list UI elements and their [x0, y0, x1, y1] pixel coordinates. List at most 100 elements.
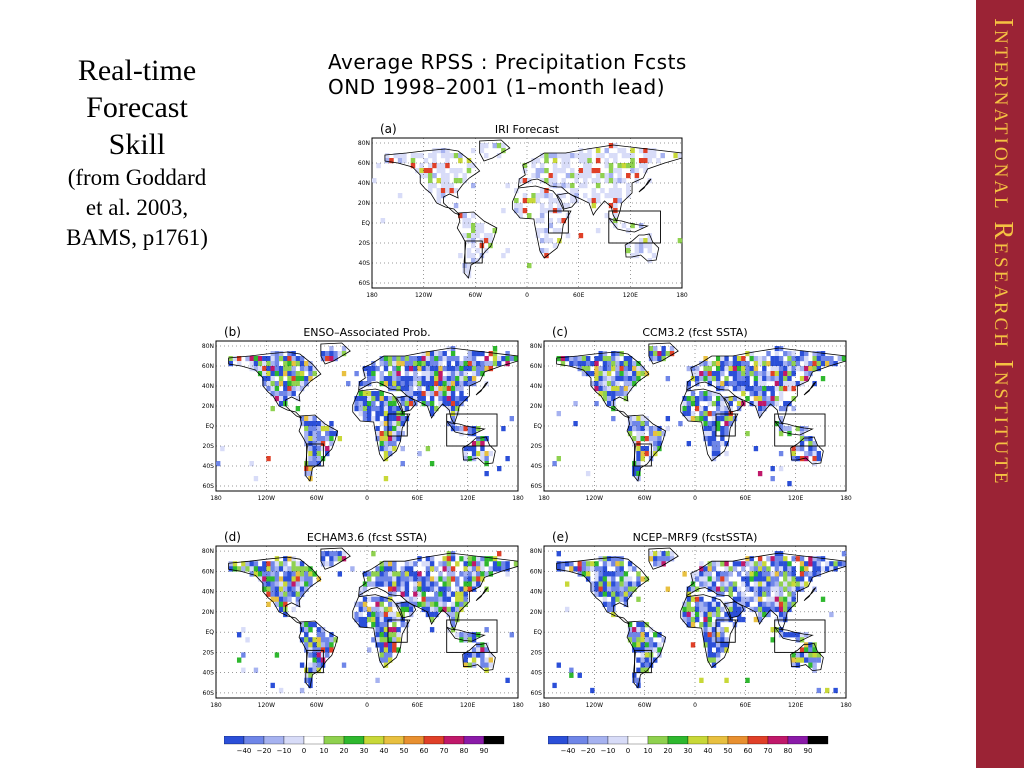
skill-cell	[556, 411, 561, 417]
skill-cell	[728, 381, 733, 387]
skill-cell	[445, 173, 450, 179]
skill-cell	[539, 213, 545, 219]
skill-cell	[392, 441, 397, 447]
skill-cell	[455, 586, 460, 592]
skill-cell	[703, 361, 708, 367]
colorbar-label: 70	[764, 747, 773, 755]
skill-cell	[799, 351, 805, 357]
skill-cell	[337, 551, 343, 557]
skill-cell	[539, 208, 545, 214]
skill-cell	[783, 401, 788, 407]
skill-cell	[544, 178, 549, 184]
skill-cell	[766, 576, 771, 582]
colorbar-label: 50	[400, 747, 409, 755]
skill-cell	[455, 386, 460, 392]
skill-cell	[262, 366, 267, 372]
skill-cell	[253, 561, 259, 567]
skill-cells	[216, 346, 519, 482]
skill-cell	[455, 591, 460, 597]
skill-cell	[299, 376, 305, 382]
skill-cell	[711, 611, 717, 618]
skill-cell	[581, 361, 587, 367]
skill-cell	[383, 622, 389, 628]
skill-cell	[379, 566, 384, 572]
skill-cell	[266, 386, 271, 392]
skill-cell	[619, 371, 624, 377]
skill-cell	[387, 657, 393, 663]
skill-cell	[429, 396, 435, 402]
skill-cell	[728, 401, 733, 407]
skill-cell	[686, 616, 692, 623]
skill-cell	[611, 376, 616, 382]
skill-cell	[783, 571, 788, 577]
skill-cell	[425, 356, 431, 362]
skill-cell	[762, 611, 767, 618]
skill-cell	[320, 632, 326, 638]
skill-cell	[783, 611, 788, 618]
skill-cell	[471, 213, 476, 219]
skill-cell	[383, 446, 389, 452]
skill-cell	[295, 356, 301, 362]
skill-cell	[488, 233, 493, 239]
skill-cell	[632, 586, 637, 592]
skill-cell	[312, 667, 317, 673]
skill-cell	[535, 228, 541, 234]
skill-cell	[367, 576, 372, 582]
lat-tick-label: 20N	[202, 609, 214, 616]
skill-cell	[732, 396, 738, 402]
skill-cell	[720, 356, 725, 362]
skill-cell	[404, 606, 410, 613]
skill-cell	[466, 263, 472, 269]
skill-cell	[757, 411, 763, 417]
skill-cell	[425, 361, 431, 367]
skill-cell	[535, 168, 541, 174]
skill-cell	[429, 581, 435, 587]
skill-cell	[594, 361, 599, 367]
skill-cell	[476, 351, 481, 357]
skill-cell	[711, 376, 717, 382]
skill-cell	[812, 366, 817, 372]
skill-cell	[471, 426, 477, 432]
skill-cell	[367, 606, 372, 613]
skill-cell	[446, 356, 452, 362]
skill-cell	[429, 561, 435, 567]
skill-cell	[548, 223, 554, 229]
skill-cell	[329, 441, 334, 447]
skill-cell	[367, 411, 372, 417]
skill-cell	[606, 601, 612, 607]
skill-cell	[455, 632, 460, 638]
skill-cell	[379, 622, 384, 628]
skill-cell	[816, 571, 822, 577]
skill-cell	[362, 416, 368, 422]
skill-cell	[648, 556, 654, 562]
colorbar-swatch	[627, 735, 649, 745]
skill-cell	[278, 576, 284, 582]
skill-cell	[627, 381, 633, 387]
skill-cell	[766, 591, 771, 597]
skill-cell	[745, 431, 750, 437]
skill-cell	[291, 566, 296, 572]
skill-cell	[598, 356, 603, 362]
skill-cell	[611, 586, 616, 592]
skill-cell	[471, 258, 476, 264]
colorbar-label: 40	[704, 747, 713, 755]
skill-cell	[585, 366, 591, 372]
skill-cell	[337, 571, 343, 577]
colorbar-label: −20	[581, 747, 596, 755]
coastline	[475, 587, 489, 602]
skill-cell	[795, 632, 801, 638]
skill-cell	[753, 596, 759, 602]
skill-cell	[396, 356, 401, 362]
skill-cell	[455, 396, 460, 402]
map-svg: (a) IRI Forecast80N60N40N20NEQ20S40S60S18…	[358, 122, 688, 299]
skill-cell	[699, 601, 704, 607]
skill-cell	[434, 386, 439, 392]
skill-cell	[653, 551, 658, 557]
skill-cell	[308, 581, 313, 587]
skill-cell	[417, 586, 422, 592]
skill-cell	[274, 566, 280, 572]
skill-cell	[253, 571, 259, 577]
skill-cell	[392, 576, 397, 582]
skill-cell	[799, 632, 805, 638]
skill-cell	[816, 687, 822, 694]
